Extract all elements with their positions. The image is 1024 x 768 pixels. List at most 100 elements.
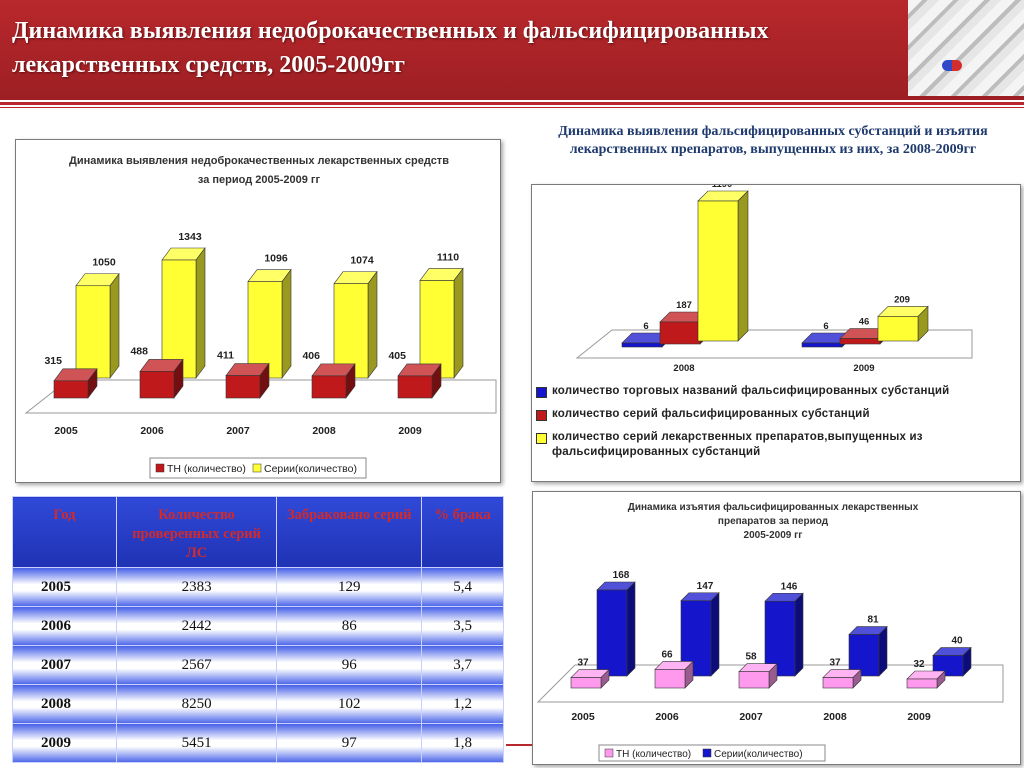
- chart-title: 2005-2009 гг: [744, 530, 803, 541]
- bar-series-2008-side: [878, 625, 888, 677]
- chart-falsified-substances-title: Динамика выявления фальсифицированных су…: [558, 124, 988, 157]
- chart-withdrawal-falsified: Динамика изъятия фальсифицированных лека…: [536, 501, 1004, 762]
- bar-tn-2008: [822, 677, 854, 689]
- table-column-header: Забраковано серий: [276, 496, 423, 568]
- legend-swatch-tn: [155, 463, 165, 473]
- legend-swatch: [536, 410, 547, 421]
- bar-series-2008: [848, 634, 880, 677]
- legend-swatch-series: [702, 748, 712, 758]
- legend-label-series: Серии(количество): [264, 463, 357, 475]
- data-label: 32: [913, 659, 925, 670]
- chart-title: Динамика выявления недоброкачественных л…: [69, 155, 449, 167]
- chart-panel-withdrawal: Динамика изъятия фальсифицированных лека…: [532, 491, 1021, 765]
- bar-series-2007-side: [794, 592, 804, 677]
- header-rule-thin: [0, 107, 1024, 108]
- data-label: 6: [643, 321, 648, 332]
- bar-series-2009: [419, 280, 455, 379]
- table-cell: 2007: [12, 645, 117, 685]
- chart-title: Динамика изъятия фальсифицированных лека…: [628, 501, 919, 513]
- page-title: Динамика выявления недоброкачественных и…: [12, 18, 769, 78]
- table-cell: 2005: [12, 567, 117, 607]
- chart-falsified-substances-legend: количество торговых названий фальсифицир…: [534, 384, 1020, 468]
- bar-series-2007-side: [281, 268, 292, 379]
- data-label: 1074: [350, 255, 374, 267]
- table-cell: 102: [276, 684, 423, 724]
- data-label: 1110: [437, 251, 459, 263]
- legend-item: количество серий лекарственных препарато…: [534, 430, 1020, 460]
- table-cell: 2383: [115, 567, 278, 607]
- table-row: 2006 2442 86 3,5: [12, 606, 504, 646]
- chart-title: за период 2005-2009 гг: [198, 174, 321, 186]
- data-label: 146: [781, 581, 798, 592]
- chart-panel-falsified-substances: 6 187 1190 2008 6 46 209 2009: [531, 184, 1021, 482]
- tick-label: 2005: [571, 711, 595, 723]
- bar-series-2006-side: [710, 592, 720, 677]
- bar-series-2005-side: [626, 581, 636, 677]
- data-label: 209: [894, 294, 910, 305]
- bar-tn-2007: [225, 375, 261, 399]
- header-banner: Динамика выявления недоброкачественных и…: [0, 0, 1024, 100]
- legend-box: [598, 744, 826, 762]
- bar-tn-2009: [397, 375, 433, 399]
- table-row: 2008 8250 102 1,2: [12, 684, 504, 724]
- data-label: 66: [661, 649, 673, 660]
- tick-label: 2009: [853, 363, 874, 374]
- legend-item: количество серий фальсифицированных субс…: [534, 407, 1020, 422]
- data-label: 40: [951, 636, 963, 647]
- tick-label: 2006: [655, 711, 679, 723]
- data-label: 488: [130, 345, 148, 357]
- bar-0-2008: [621, 342, 663, 348]
- bar-series-2006: [161, 259, 197, 379]
- table-cell: 1,2: [421, 684, 504, 724]
- legend-label-tn: ТН (количество): [616, 749, 691, 760]
- bar-series-2005: [75, 285, 111, 379]
- table-column-header: Год: [12, 496, 117, 568]
- table-cell: 96: [276, 645, 423, 685]
- bar-0-2009: [801, 342, 843, 348]
- footer-rule: [506, 744, 532, 746]
- data-label: 406: [302, 350, 320, 362]
- bar-1-2008: [659, 321, 701, 345]
- legend-swatch: [536, 387, 547, 398]
- pills-photo: [908, 0, 1024, 96]
- chart-falsified-substances: 6 187 1190 2008 6 46 209 2009: [575, 185, 973, 374]
- tick-label: 2008: [673, 363, 694, 374]
- capsule-image: [942, 60, 962, 71]
- data-label: 37: [829, 658, 841, 669]
- data-label: 46: [859, 317, 870, 328]
- bar-tn-2009: [906, 678, 938, 689]
- bar-2-2008-side: [737, 190, 749, 342]
- table-cell: 3,7: [421, 645, 504, 685]
- table-cell: 2009: [12, 723, 117, 763]
- bar-series-2007: [764, 600, 796, 677]
- tick-label: 2007: [226, 425, 250, 437]
- data-label: 411: [217, 350, 234, 362]
- table-row: 2007 2567 96 3,7: [12, 645, 504, 685]
- tick-label: 2006: [140, 425, 164, 437]
- header-rule: [0, 102, 1024, 105]
- bar-2-2008: [697, 200, 739, 342]
- table-cell: 129: [276, 567, 423, 607]
- table-cell: 2008: [12, 684, 117, 724]
- data-label: 81: [867, 615, 879, 626]
- legend-swatch-series: [252, 463, 262, 473]
- tick-label: 2009: [398, 425, 422, 437]
- bar-series-2005: [596, 589, 628, 677]
- table-cell: 3,5: [421, 606, 504, 646]
- table-row: 2009 5451 97 1,8: [12, 723, 504, 763]
- tick-label: 2008: [823, 711, 847, 723]
- bar-tn-2006: [654, 669, 686, 689]
- bar-series-2005-side: [109, 272, 120, 379]
- table-column-header: Количество проверенных серий ЛС: [115, 496, 278, 568]
- bar-series-2007: [247, 281, 283, 379]
- data-label: 1050: [92, 257, 116, 269]
- data-label: 1096: [264, 253, 288, 265]
- legend-item: количество торговых названий фальсифицир…: [534, 384, 1020, 399]
- table-cell: 97: [276, 723, 423, 763]
- bar-2-2009: [877, 316, 919, 342]
- bar-1-2009: [839, 338, 881, 345]
- table-cell: 86: [276, 606, 423, 646]
- tick-label: 2005: [54, 425, 78, 437]
- data-label: 37: [577, 658, 589, 669]
- bar-series-2008-side: [367, 270, 378, 379]
